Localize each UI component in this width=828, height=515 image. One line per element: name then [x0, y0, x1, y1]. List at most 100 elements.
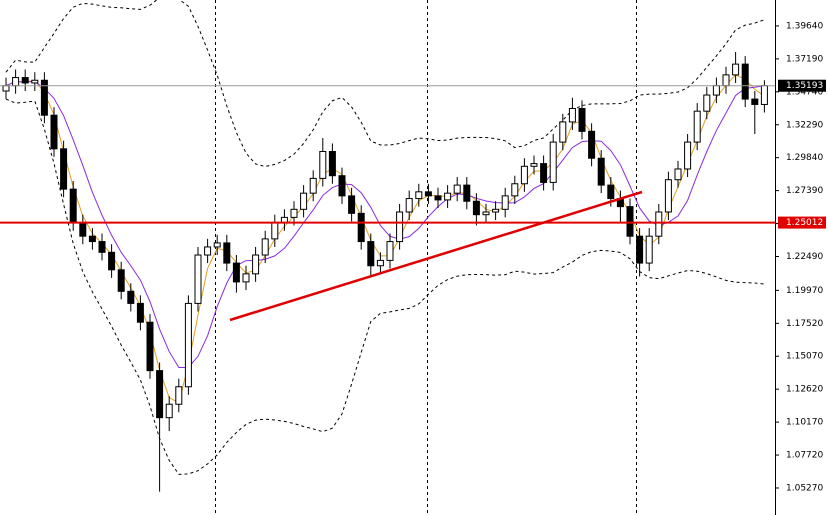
candle-body — [156, 370, 164, 419]
candle-body — [463, 184, 471, 202]
candle-body — [204, 246, 212, 256]
candle-body — [424, 191, 432, 197]
y-tick-label: 1.34740 — [786, 87, 823, 97]
bollinger-lower — [5, 98, 765, 475]
candle-body — [549, 141, 557, 183]
price-label-box — [778, 216, 826, 229]
candle-body — [271, 222, 279, 240]
candle-body — [319, 151, 327, 179]
candle-body — [242, 273, 250, 283]
y-tick-label: 1.37190 — [786, 54, 823, 64]
candle-body — [165, 403, 173, 419]
price-label-box — [778, 79, 826, 92]
candle-body — [184, 302, 192, 388]
y-tick-label: 1.27390 — [786, 186, 823, 196]
y-tick-label: 1.29840 — [786, 153, 823, 163]
candle-body — [712, 85, 720, 96]
candle-body — [194, 254, 202, 304]
candle-body — [40, 79, 48, 116]
axis-labels: 1.39640 1.37190 1.34740 1.32290 1.29840 1.273… — [775, 21, 826, 493]
candle-body — [98, 241, 106, 253]
candle-body — [60, 148, 68, 190]
candle-body — [290, 208, 298, 218]
candle-body — [636, 235, 644, 264]
candle-body — [578, 107, 586, 132]
candle-body — [108, 251, 116, 271]
candle-body — [223, 242, 231, 264]
candle-body — [2, 85, 10, 92]
candle-body — [12, 77, 20, 87]
candle-body — [626, 206, 634, 237]
candle-body — [492, 208, 500, 213]
candle-body — [434, 195, 442, 201]
slow-ma — [5, 81, 765, 368]
candle-body — [520, 165, 528, 185]
candle-body — [482, 211, 490, 216]
candle-body — [376, 259, 384, 267]
candle-body — [732, 63, 740, 76]
y-tick-label: 1.22490 — [786, 252, 823, 262]
y-tick-label: 1.07720 — [786, 451, 823, 461]
candle-body — [328, 151, 336, 177]
y-tick-label: 1.05270 — [786, 483, 823, 493]
candle-body — [741, 63, 749, 100]
candle-body — [396, 211, 404, 243]
candle-body — [444, 192, 452, 201]
candle-body — [645, 235, 653, 264]
candle-body — [175, 386, 183, 405]
candle-body — [453, 184, 461, 194]
candle-body — [664, 179, 672, 213]
candle-body — [79, 222, 87, 237]
candle-body — [69, 188, 77, 224]
candle-body — [88, 235, 96, 243]
y-tick-label: 1.17520 — [786, 319, 823, 329]
y-tick-label: 1.19970 — [786, 286, 823, 296]
candle-body — [146, 321, 154, 372]
candle-body — [674, 168, 682, 181]
candle-body — [655, 211, 663, 237]
price-label: 1.25012 — [786, 218, 823, 228]
candle-body — [501, 195, 509, 210]
candle-body — [511, 183, 519, 197]
candle-body — [338, 175, 346, 197]
candle-body — [540, 163, 548, 183]
candle-body — [588, 130, 596, 159]
y-tick-label: 1.32290 — [786, 120, 823, 130]
candle-body — [751, 98, 759, 105]
candle-body — [117, 269, 125, 292]
price-label: 1.35193 — [786, 81, 823, 91]
y-tick-label: 1.15070 — [786, 352, 823, 362]
candle-body — [127, 290, 135, 304]
candle-body — [213, 242, 221, 248]
candles — [0, 52, 775, 492]
candle-body — [568, 107, 576, 123]
candle-body — [415, 191, 423, 200]
y-tick-label: 1.10170 — [786, 418, 823, 428]
candle-body — [684, 141, 692, 170]
candle-body — [597, 157, 605, 186]
candle-body — [559, 121, 567, 143]
candle-body — [357, 212, 365, 243]
candle-body — [386, 241, 394, 261]
y-tick-label: 1.12620 — [786, 385, 823, 395]
candle-body — [232, 262, 240, 283]
trend-line — [229, 190, 643, 322]
candle-body — [760, 85, 768, 105]
candle-body — [607, 184, 615, 200]
candle-body — [261, 238, 269, 256]
bollinger-upper — [5, 0, 765, 168]
candle-body — [348, 195, 356, 214]
candle-body — [367, 241, 375, 267]
candle-body — [530, 163, 538, 167]
candle-body — [136, 302, 144, 323]
candle-body — [300, 192, 308, 210]
candle-body — [252, 254, 260, 275]
y-tick-label: 1.39640 — [786, 21, 823, 31]
candle-body — [693, 110, 701, 143]
candle-body — [21, 77, 29, 84]
candle-body — [31, 79, 39, 84]
candle-body — [703, 94, 711, 112]
candle-body — [405, 198, 413, 213]
